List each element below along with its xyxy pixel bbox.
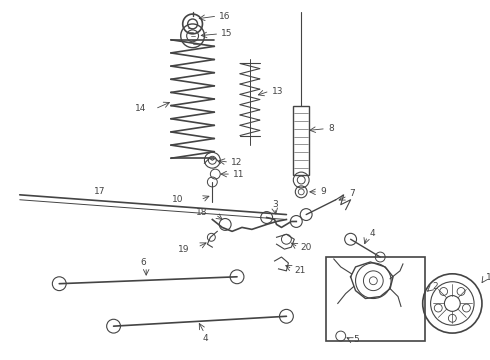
Text: 5: 5 [354, 336, 359, 345]
Text: 2: 2 [433, 282, 438, 291]
Text: 4: 4 [202, 333, 208, 342]
Text: 6: 6 [140, 258, 146, 267]
Text: 17: 17 [94, 187, 105, 196]
Text: 4: 4 [369, 229, 375, 238]
Text: 15: 15 [221, 29, 233, 38]
Text: 8: 8 [328, 124, 334, 133]
Text: 14: 14 [135, 104, 146, 113]
Text: 19: 19 [178, 245, 190, 254]
Text: 13: 13 [271, 87, 283, 96]
Text: 20: 20 [300, 243, 312, 252]
Text: 7: 7 [350, 189, 355, 198]
Bar [294, 106, 309, 175]
Text: 21: 21 [294, 266, 306, 275]
Text: 10: 10 [172, 195, 184, 204]
Text: 18: 18 [196, 208, 207, 217]
Text: 11: 11 [233, 170, 245, 179]
Text: 16: 16 [219, 12, 231, 21]
Text: 3: 3 [272, 200, 278, 209]
Text: 1: 1 [486, 273, 490, 282]
Bar [326, 257, 425, 341]
Text: 12: 12 [231, 158, 243, 167]
Text: 9: 9 [320, 187, 326, 196]
